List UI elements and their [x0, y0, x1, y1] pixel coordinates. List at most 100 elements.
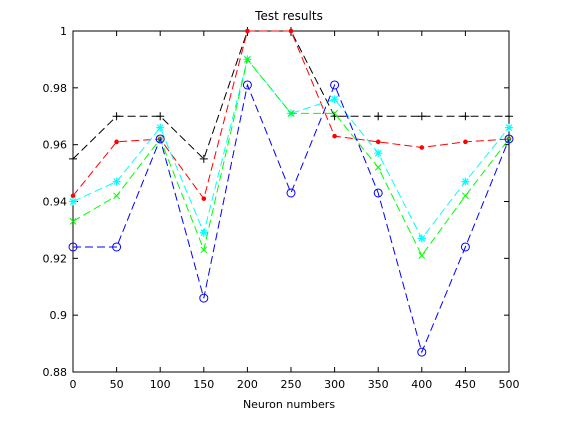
plus-marker — [112, 112, 121, 121]
x-tick-label: 0 — [70, 378, 77, 391]
series-2-point — [417, 234, 426, 243]
plus-marker — [417, 112, 426, 121]
dot-marker — [419, 145, 425, 150]
series-4-point — [460, 242, 470, 252]
series-1-point — [463, 139, 468, 145]
series-2-point — [199, 228, 208, 237]
chart-title: Test results — [254, 9, 323, 23]
circle-marker — [155, 134, 165, 144]
series-1-point — [201, 196, 207, 201]
series-0-point — [69, 154, 77, 163]
series-1-point — [70, 193, 76, 199]
asterisk-marker — [199, 228, 208, 237]
series-3-point — [374, 164, 382, 171]
x-tick-label: 350 — [368, 378, 389, 391]
asterisk-marker — [330, 95, 339, 104]
plus-marker — [69, 154, 77, 163]
x-axis-label: Neuron numbers — [243, 398, 335, 411]
series-4-point — [199, 293, 209, 303]
series-4-point — [155, 134, 165, 144]
dot-marker — [114, 139, 119, 145]
cross-marker — [462, 192, 469, 200]
series-0-point — [199, 154, 208, 163]
cross-marker — [287, 110, 295, 117]
plus-marker — [374, 112, 383, 121]
x-tick-label: 250 — [281, 378, 302, 391]
circle-marker — [330, 80, 340, 90]
plus-marker — [199, 154, 208, 163]
dot-marker — [245, 28, 250, 34]
series-2-point — [69, 197, 77, 206]
x-tick-label: 450 — [455, 378, 476, 391]
series-0-point — [112, 112, 121, 121]
circle-marker — [68, 242, 78, 252]
series-0-point — [156, 112, 165, 121]
series-1-point — [114, 139, 119, 145]
x-tick-label: 500 — [499, 378, 520, 391]
series-4-point — [112, 242, 122, 252]
series-3-point — [200, 246, 208, 254]
series-0-line — [72, 30, 509, 160]
cross-marker — [69, 218, 77, 225]
y-tick-label: 0.92 — [43, 252, 68, 265]
y-tick-label: 0.9 — [50, 309, 68, 322]
cross-marker — [418, 252, 426, 259]
x-tick-label: 150 — [193, 378, 214, 391]
series-3-point — [287, 110, 295, 117]
series-4-point — [330, 80, 340, 90]
x-tick-label: 50 — [110, 378, 124, 391]
x-tick-label: 400 — [411, 378, 432, 391]
series-4 — [68, 80, 514, 357]
dot-marker — [201, 196, 207, 201]
circle-marker — [199, 293, 209, 303]
series-2-point — [112, 177, 121, 186]
asterisk-marker — [112, 177, 121, 186]
series-2-point — [505, 123, 513, 132]
series-0-point — [505, 112, 513, 121]
plus-marker — [461, 112, 470, 121]
series-3-point — [418, 252, 426, 259]
asterisk-marker — [505, 123, 513, 132]
series-3-point — [113, 192, 120, 200]
cross-marker — [331, 110, 338, 117]
dot-marker — [288, 28, 294, 34]
series-4-point — [417, 347, 427, 357]
circle-marker — [112, 242, 122, 252]
series-2-line — [72, 58, 510, 240]
series-1-point — [375, 139, 381, 145]
circle-marker — [417, 347, 427, 357]
series-0-point — [417, 112, 426, 121]
x-tick-label: 200 — [237, 378, 258, 391]
series-3-point — [331, 110, 338, 117]
plus-marker — [505, 112, 513, 121]
series-4-line — [73, 83, 510, 354]
series-3-point — [244, 56, 251, 63]
series-4-point — [504, 134, 514, 144]
series-1-point — [332, 133, 337, 139]
series-0 — [69, 27, 513, 163]
circle-marker — [504, 134, 514, 144]
dot-marker — [70, 193, 76, 199]
series-4-point — [242, 80, 252, 90]
y-tick-label: 1 — [60, 25, 67, 38]
circle-marker — [460, 242, 470, 252]
series-3 — [69, 56, 513, 259]
cross-marker — [244, 56, 251, 63]
cross-marker — [200, 246, 208, 254]
asterisk-marker — [374, 149, 383, 158]
series-3-point — [462, 192, 469, 200]
cross-marker — [113, 192, 120, 200]
asterisk-marker — [461, 177, 470, 186]
series-1-point — [288, 28, 294, 34]
y-tick-label: 0.88 — [43, 366, 68, 379]
series-2-point — [461, 177, 470, 186]
asterisk-marker — [417, 234, 426, 243]
series-0-point — [374, 112, 383, 121]
x-tick-label: 300 — [324, 378, 345, 391]
dot-marker — [375, 139, 381, 145]
axis-ticks: 0 50 100 150 200 250 300 350 400 450 500 0.88 0.9 0.9… — [43, 25, 520, 391]
plot-area — [72, 30, 510, 373]
y-tick-label: 0.98 — [43, 82, 68, 95]
